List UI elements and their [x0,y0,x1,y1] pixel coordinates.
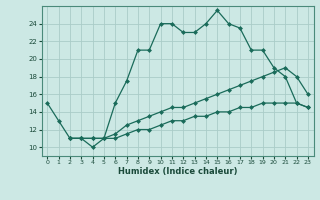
X-axis label: Humidex (Indice chaleur): Humidex (Indice chaleur) [118,167,237,176]
